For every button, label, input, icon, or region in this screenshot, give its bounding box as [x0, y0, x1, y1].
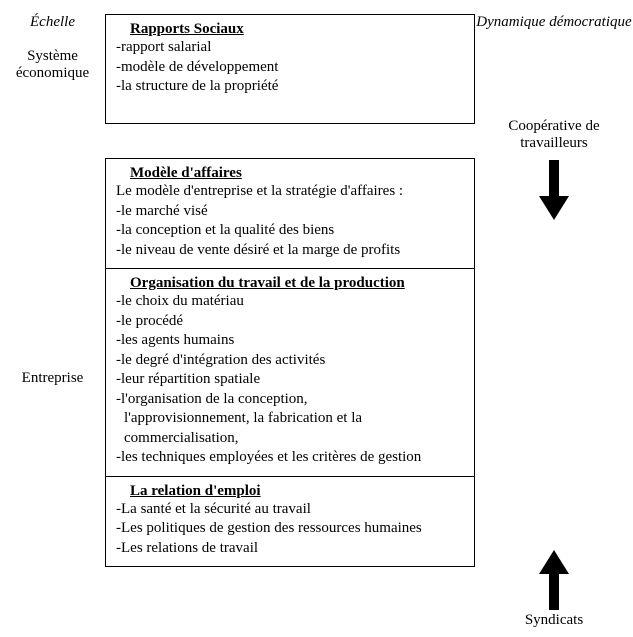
box4-title: La relation d'emploi	[116, 483, 464, 500]
box4-line: -Les relations de travail	[116, 539, 464, 559]
arrow-up-icon	[539, 550, 569, 610]
box-rapports-sociaux: Rapports Sociaux -rapport salarial -modè…	[105, 14, 475, 124]
box2-line: -le niveau de vente désiré et la marge d…	[116, 241, 464, 261]
left-label-entreprise: Entreprise	[0, 370, 105, 387]
box2-title: Modèle d'affaires	[116, 165, 464, 182]
box2-line: -le marché visé	[116, 202, 464, 222]
center-column: Rapports Sociaux -rapport salarial -modè…	[105, 0, 475, 637]
right-label-syndicats: Syndicats	[475, 612, 633, 629]
box1-line: -la structure de la propriété	[116, 77, 464, 97]
box1-line: -modèle de développement	[116, 58, 464, 78]
right-label-cooperative: Coopérative de travailleurs	[475, 118, 633, 152]
box3-line: commercialisation,	[116, 429, 464, 449]
box-relation-emploi: La relation d'emploi -La santé et la séc…	[105, 477, 475, 568]
spacer	[105, 124, 475, 158]
arrow-down-icon	[539, 160, 569, 220]
box-organisation-travail: Organisation du travail et de la product…	[105, 269, 475, 477]
box-modele-affaires: Modèle d'affaires Le modèle d'entreprise…	[105, 158, 475, 269]
box3-line: -le choix du matériau	[116, 292, 464, 312]
box3-line: -les techniques employées et les critère…	[116, 448, 464, 468]
box2-intro: Le modèle d'entreprise et la stratégie d…	[116, 182, 464, 202]
box3-line: -le procédé	[116, 312, 464, 332]
box1-line: -rapport salarial	[116, 38, 464, 58]
right-column: Dynamique démocratique Coopérative de tr…	[475, 0, 633, 637]
box1-title: Rapports Sociaux	[116, 21, 464, 38]
box3-line: -les agents humains	[116, 331, 464, 351]
box3-line: l'approvisionnement, la fabrication et l…	[116, 409, 464, 429]
box4-line: -La santé et la sécurité au travail	[116, 500, 464, 520]
right-header: Dynamique démocratique	[475, 14, 633, 31]
box4-line: -Les politiques de gestion des ressource…	[116, 519, 464, 539]
left-column: Échelle Système économique Entreprise	[0, 0, 105, 637]
box3-line: -l'organisation de la conception,	[116, 390, 464, 410]
box2-line: -la conception et la qualité des biens	[116, 221, 464, 241]
box3-title: Organisation du travail et de la product…	[116, 275, 464, 292]
left-label-systeme: Système économique	[0, 48, 105, 82]
left-header: Échelle	[0, 14, 105, 31]
box3-line: -leur répartition spatiale	[116, 370, 464, 390]
box3-line: -le degré d'intégration des activités	[116, 351, 464, 371]
diagram-grid: Échelle Système économique Entreprise Ra…	[0, 0, 633, 637]
